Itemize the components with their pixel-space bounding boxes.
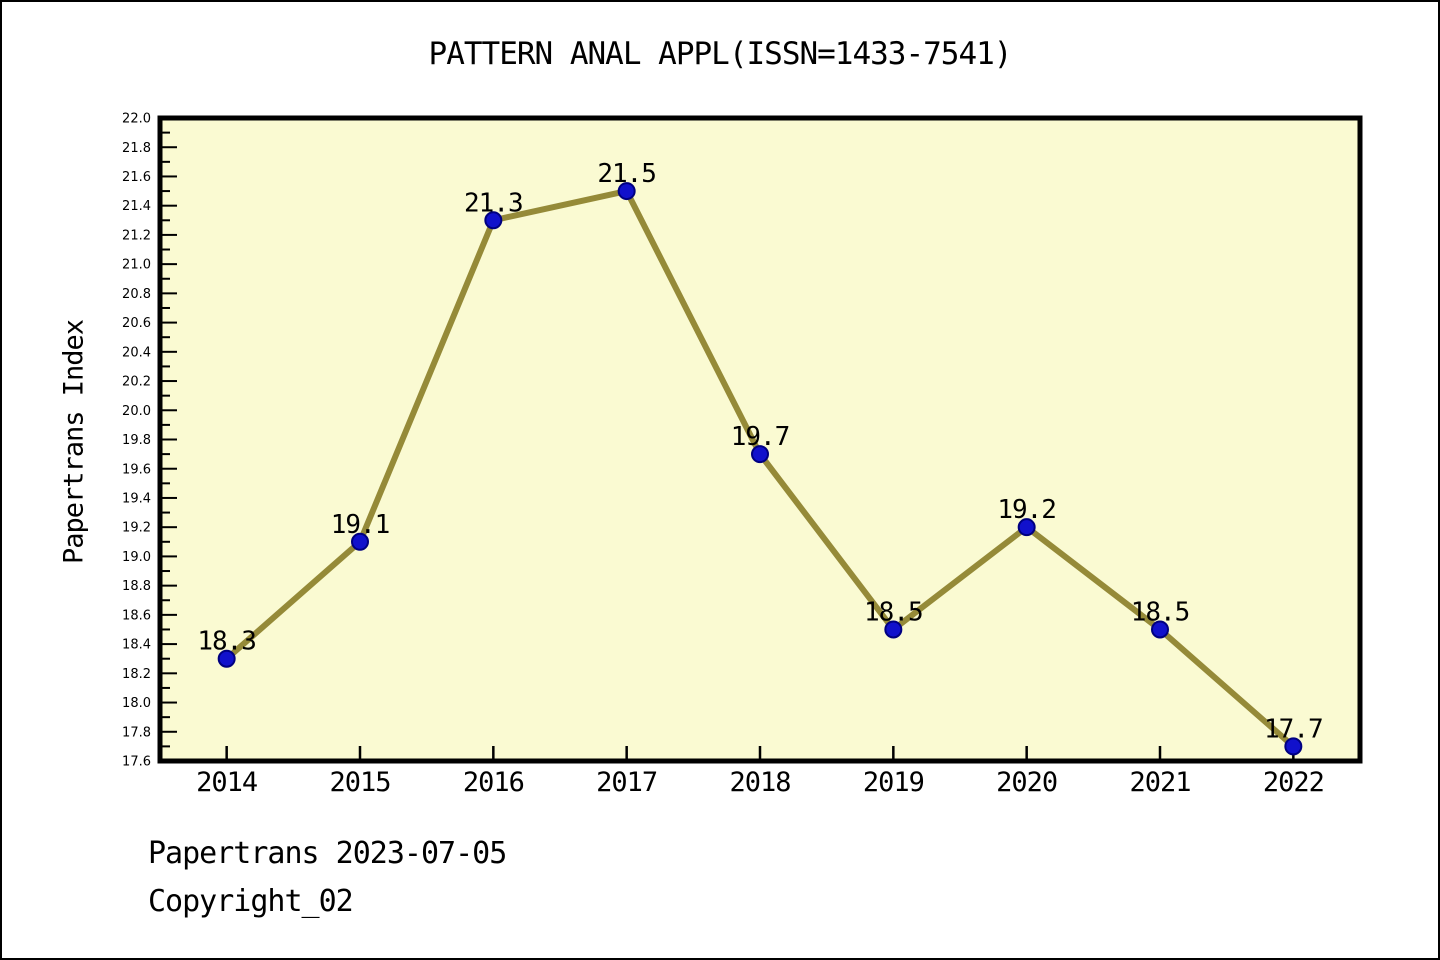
data-point-label: 21.3 bbox=[464, 188, 523, 218]
plot-background bbox=[160, 118, 1360, 761]
data-point-label: 18.3 bbox=[197, 627, 256, 657]
y-tick-label: 20.8 bbox=[122, 287, 151, 302]
data-point-label: 19.7 bbox=[731, 422, 790, 452]
data-point bbox=[1284, 737, 1303, 756]
x-tick-label: 2014 bbox=[196, 767, 257, 798]
y-tick-label: 19.2 bbox=[122, 521, 151, 536]
y-tick-label: 18.0 bbox=[122, 696, 151, 711]
y-tick-label: 20.4 bbox=[122, 345, 151, 360]
x-tick-label: 2015 bbox=[329, 767, 390, 798]
y-tick-label: 18.6 bbox=[122, 608, 151, 623]
y-tick-label: 21.4 bbox=[122, 199, 151, 214]
x-tick-label: 2017 bbox=[596, 767, 657, 798]
data-point bbox=[217, 649, 236, 668]
data-point bbox=[484, 211, 503, 230]
y-tick-label: 20.0 bbox=[122, 404, 151, 419]
y-tick-label: 18.2 bbox=[122, 667, 151, 682]
data-point bbox=[617, 182, 636, 201]
y-tick-label: 22.0 bbox=[122, 112, 151, 127]
chart-title: PATTERN ANAL APPL(ISSN=1433-7541) bbox=[428, 36, 1013, 72]
data-point bbox=[351, 532, 369, 551]
footer-copyright: Copyright_02 bbox=[148, 884, 354, 919]
data-point-label: 18.5 bbox=[1131, 597, 1190, 627]
data-point bbox=[1151, 620, 1169, 639]
x-tick-label: 2018 bbox=[729, 767, 790, 798]
y-tick-label: 19.8 bbox=[122, 433, 151, 448]
plot-frame bbox=[157, 115, 1363, 764]
y-tick-label: 18.8 bbox=[122, 579, 151, 594]
data-point-label: 19.1 bbox=[331, 510, 390, 540]
y-tick-label: 19.0 bbox=[122, 550, 151, 565]
y-tick-label: 17.6 bbox=[122, 755, 151, 770]
data-point-label: 18.5 bbox=[864, 597, 923, 627]
data-point bbox=[1017, 518, 1036, 537]
x-tick-label: 2019 bbox=[863, 767, 924, 798]
y-tick-label: 20.2 bbox=[122, 375, 151, 390]
data-point-label: 21.5 bbox=[597, 159, 656, 189]
data-point bbox=[751, 445, 769, 464]
x-tick-label: 2016 bbox=[463, 767, 524, 798]
x-tick-label: 2021 bbox=[1129, 767, 1190, 798]
y-tick-label: 21.2 bbox=[122, 228, 151, 243]
data-point bbox=[884, 620, 903, 639]
x-tick-label: 2020 bbox=[996, 767, 1057, 798]
y-tick-label: 20.6 bbox=[122, 316, 151, 331]
data-point-label: 19.2 bbox=[997, 495, 1056, 525]
y-tick-label: 19.4 bbox=[122, 492, 151, 507]
footer-source-date: Papertrans 2023-07-05 bbox=[148, 836, 507, 871]
y-tick-label: 19.6 bbox=[122, 462, 151, 477]
y-tick-label: 21.0 bbox=[122, 258, 151, 273]
y-tick-label: 18.4 bbox=[122, 638, 151, 653]
y-tick-label: 21.8 bbox=[122, 141, 151, 156]
y-tick-label: 21.6 bbox=[122, 170, 151, 185]
data-point-label: 17.7 bbox=[1264, 714, 1323, 744]
x-tick-label: 2022 bbox=[1263, 767, 1324, 798]
y-tick-label: 17.8 bbox=[122, 725, 151, 740]
